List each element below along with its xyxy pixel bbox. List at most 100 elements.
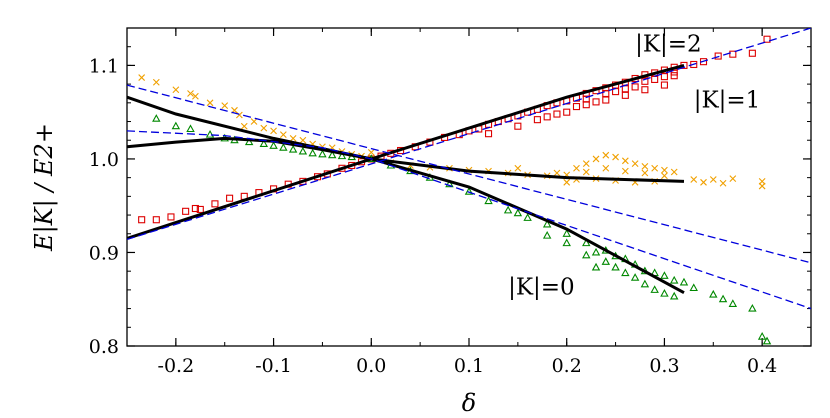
point-k1 xyxy=(700,178,707,186)
point-k0 xyxy=(582,238,591,247)
point-k2 xyxy=(729,50,737,58)
point-k0 xyxy=(669,291,679,300)
point-k0 xyxy=(621,268,630,277)
point-k2 xyxy=(670,72,678,80)
point-k0 xyxy=(269,141,278,149)
x-tick-label: 0.4 xyxy=(747,355,777,377)
point-k0 xyxy=(562,238,571,247)
linear-k1 xyxy=(127,84,811,264)
point-k2 xyxy=(592,98,600,106)
fit-k2 xyxy=(127,63,685,240)
point-k0 xyxy=(244,137,254,146)
point-k0 xyxy=(650,285,659,293)
point-k0 xyxy=(728,299,738,307)
point-k0 xyxy=(327,150,337,159)
x-tick-label: -0.2 xyxy=(158,355,195,377)
point-k1 xyxy=(631,160,639,168)
point-k1 xyxy=(289,134,297,142)
point-k1 xyxy=(729,175,737,182)
point-k0 xyxy=(308,148,317,157)
fit-k1 xyxy=(127,136,685,183)
point-k0 xyxy=(757,332,767,340)
point-k1 xyxy=(192,92,199,100)
y-tick-label: 0.8 xyxy=(89,336,119,358)
point-k1 xyxy=(719,179,727,187)
point-k0 xyxy=(503,205,513,214)
x-axis-label: δ xyxy=(462,389,476,417)
point-k2 xyxy=(660,73,668,81)
point-k1 xyxy=(279,131,287,139)
point-k0 xyxy=(660,288,669,297)
point-k2 xyxy=(572,103,581,111)
point-k1 xyxy=(621,157,629,165)
point-k0 xyxy=(152,114,161,122)
point-k0 xyxy=(318,149,327,158)
point-k2 xyxy=(167,213,175,221)
point-k2 xyxy=(602,96,610,104)
data-points xyxy=(138,35,772,345)
point-k0 xyxy=(591,247,601,256)
point-k0 xyxy=(542,230,552,239)
point-k1 xyxy=(582,160,590,168)
annotation-label: |K|=2 xyxy=(635,31,702,57)
point-k1 xyxy=(690,176,698,183)
point-k1 xyxy=(709,176,717,183)
point-k2 xyxy=(191,204,199,213)
point-k1 xyxy=(553,169,561,177)
point-k1 xyxy=(602,164,610,172)
point-k0 xyxy=(718,294,728,303)
axis-labels: δ E|K| / E2+ xyxy=(30,123,476,417)
y-tick-label: 1.1 xyxy=(89,55,119,77)
point-k0 xyxy=(445,179,454,188)
point-k1 xyxy=(602,151,610,159)
point-k2 xyxy=(226,194,234,202)
point-k1 xyxy=(582,168,590,176)
point-k1 xyxy=(260,124,268,132)
point-k1 xyxy=(573,164,580,172)
point-k1 xyxy=(563,178,571,186)
fit-k0 xyxy=(127,95,685,295)
point-k0 xyxy=(464,187,474,195)
point-k2 xyxy=(138,216,146,224)
point-k2 xyxy=(641,77,649,85)
point-k1 xyxy=(152,78,160,86)
linear-k0 xyxy=(127,130,811,310)
point-k1 xyxy=(641,163,649,170)
annotation-label: |K|=1 xyxy=(694,88,761,114)
point-k0 xyxy=(542,219,552,228)
point-k1 xyxy=(172,86,180,94)
point-k0 xyxy=(259,139,269,148)
point-k0 xyxy=(279,143,288,151)
point-k1 xyxy=(235,111,243,119)
y-axis-label: E|K| / E2+ xyxy=(30,123,59,252)
x-tick-label: 0.0 xyxy=(356,355,386,377)
point-k2 xyxy=(660,81,668,89)
point-k0 xyxy=(709,289,718,298)
point-k2 xyxy=(714,52,722,60)
annotations: |K|=2 |K|=1 |K|=0 xyxy=(508,31,760,300)
point-k1 xyxy=(221,102,229,110)
point-k0 xyxy=(611,262,620,271)
point-k0 xyxy=(523,213,532,221)
point-k2 xyxy=(690,60,698,69)
point-k0 xyxy=(679,277,689,286)
point-k0 xyxy=(582,250,591,259)
point-k2 xyxy=(582,95,590,103)
point-k1 xyxy=(514,164,522,172)
point-k1 xyxy=(670,168,678,176)
point-k0 xyxy=(186,124,195,133)
point-k0 xyxy=(689,283,698,292)
point-k1 xyxy=(206,99,214,107)
fit-curves xyxy=(127,28,811,310)
point-k1 xyxy=(367,149,375,156)
point-k2 xyxy=(553,110,561,118)
point-k1 xyxy=(250,118,258,125)
point-k2 xyxy=(602,89,610,98)
point-k1 xyxy=(621,167,629,175)
point-k1 xyxy=(138,74,146,81)
point-k0 xyxy=(484,196,493,205)
point-k1 xyxy=(651,164,659,172)
point-k2 xyxy=(182,207,190,215)
point-k1 xyxy=(641,169,649,177)
point-k0 xyxy=(762,336,772,345)
